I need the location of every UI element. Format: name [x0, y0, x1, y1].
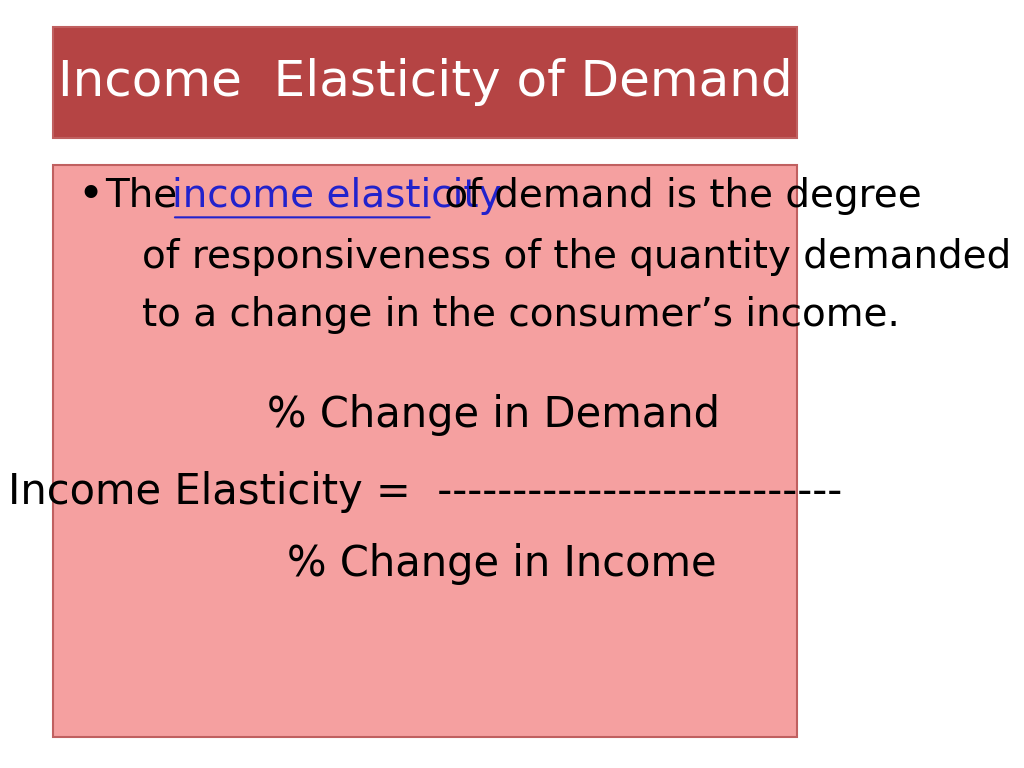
Text: income elasticity: income elasticity: [172, 177, 502, 215]
Text: Income  Elasticity of Demand: Income Elasticity of Demand: [57, 58, 793, 106]
Text: % Change in Demand: % Change in Demand: [267, 394, 720, 435]
FancyBboxPatch shape: [52, 165, 797, 737]
Text: % Change in Income: % Change in Income: [287, 544, 717, 585]
Text: of responsiveness of the quantity demanded: of responsiveness of the quantity demand…: [141, 238, 1011, 276]
Text: •: •: [77, 174, 103, 217]
Text: of demand is the degree: of demand is the degree: [432, 177, 923, 215]
Text: Income Elasticity =  ---------------------------: Income Elasticity = --------------------…: [8, 471, 842, 512]
FancyBboxPatch shape: [52, 27, 797, 138]
Text: to a change in the consumer’s income.: to a change in the consumer’s income.: [141, 296, 899, 334]
Text: The: The: [105, 177, 189, 215]
